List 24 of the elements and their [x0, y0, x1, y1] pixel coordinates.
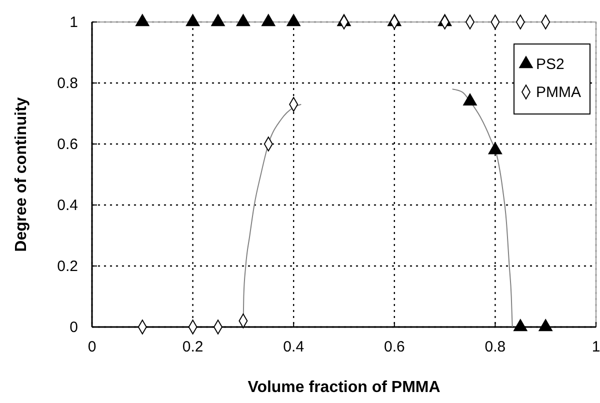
y-tick-label: 0.6 [57, 136, 78, 153]
legend-label: PMMA [536, 84, 581, 101]
x-axis-title: Volume fraction of PMMA [248, 379, 441, 396]
point [262, 14, 276, 26]
y-axis-title: Degree of continuity [13, 97, 30, 252]
point [211, 14, 225, 26]
x-tick-label: 0.6 [384, 338, 405, 356]
x-tick-label: 0.2 [182, 338, 204, 356]
point [463, 93, 477, 106]
point [136, 14, 150, 26]
x-tick-label: 0.8 [484, 338, 506, 356]
legend-label: PS2 [536, 56, 564, 73]
y-tick-label: 0.2 [57, 258, 78, 275]
y-tick-label: 1 [70, 14, 78, 31]
y-tick-label: 0.8 [57, 74, 78, 92]
y-tick-label: 0 [70, 318, 78, 336]
x-tick-label: 1 [592, 338, 600, 356]
point [488, 142, 502, 154]
point [186, 14, 200, 26]
x-tick-label: 0.4 [283, 338, 304, 356]
y-tick-label: 0.4 [57, 196, 78, 214]
x-tick-label: 0 [88, 338, 96, 356]
point [286, 14, 300, 26]
point [236, 14, 250, 26]
